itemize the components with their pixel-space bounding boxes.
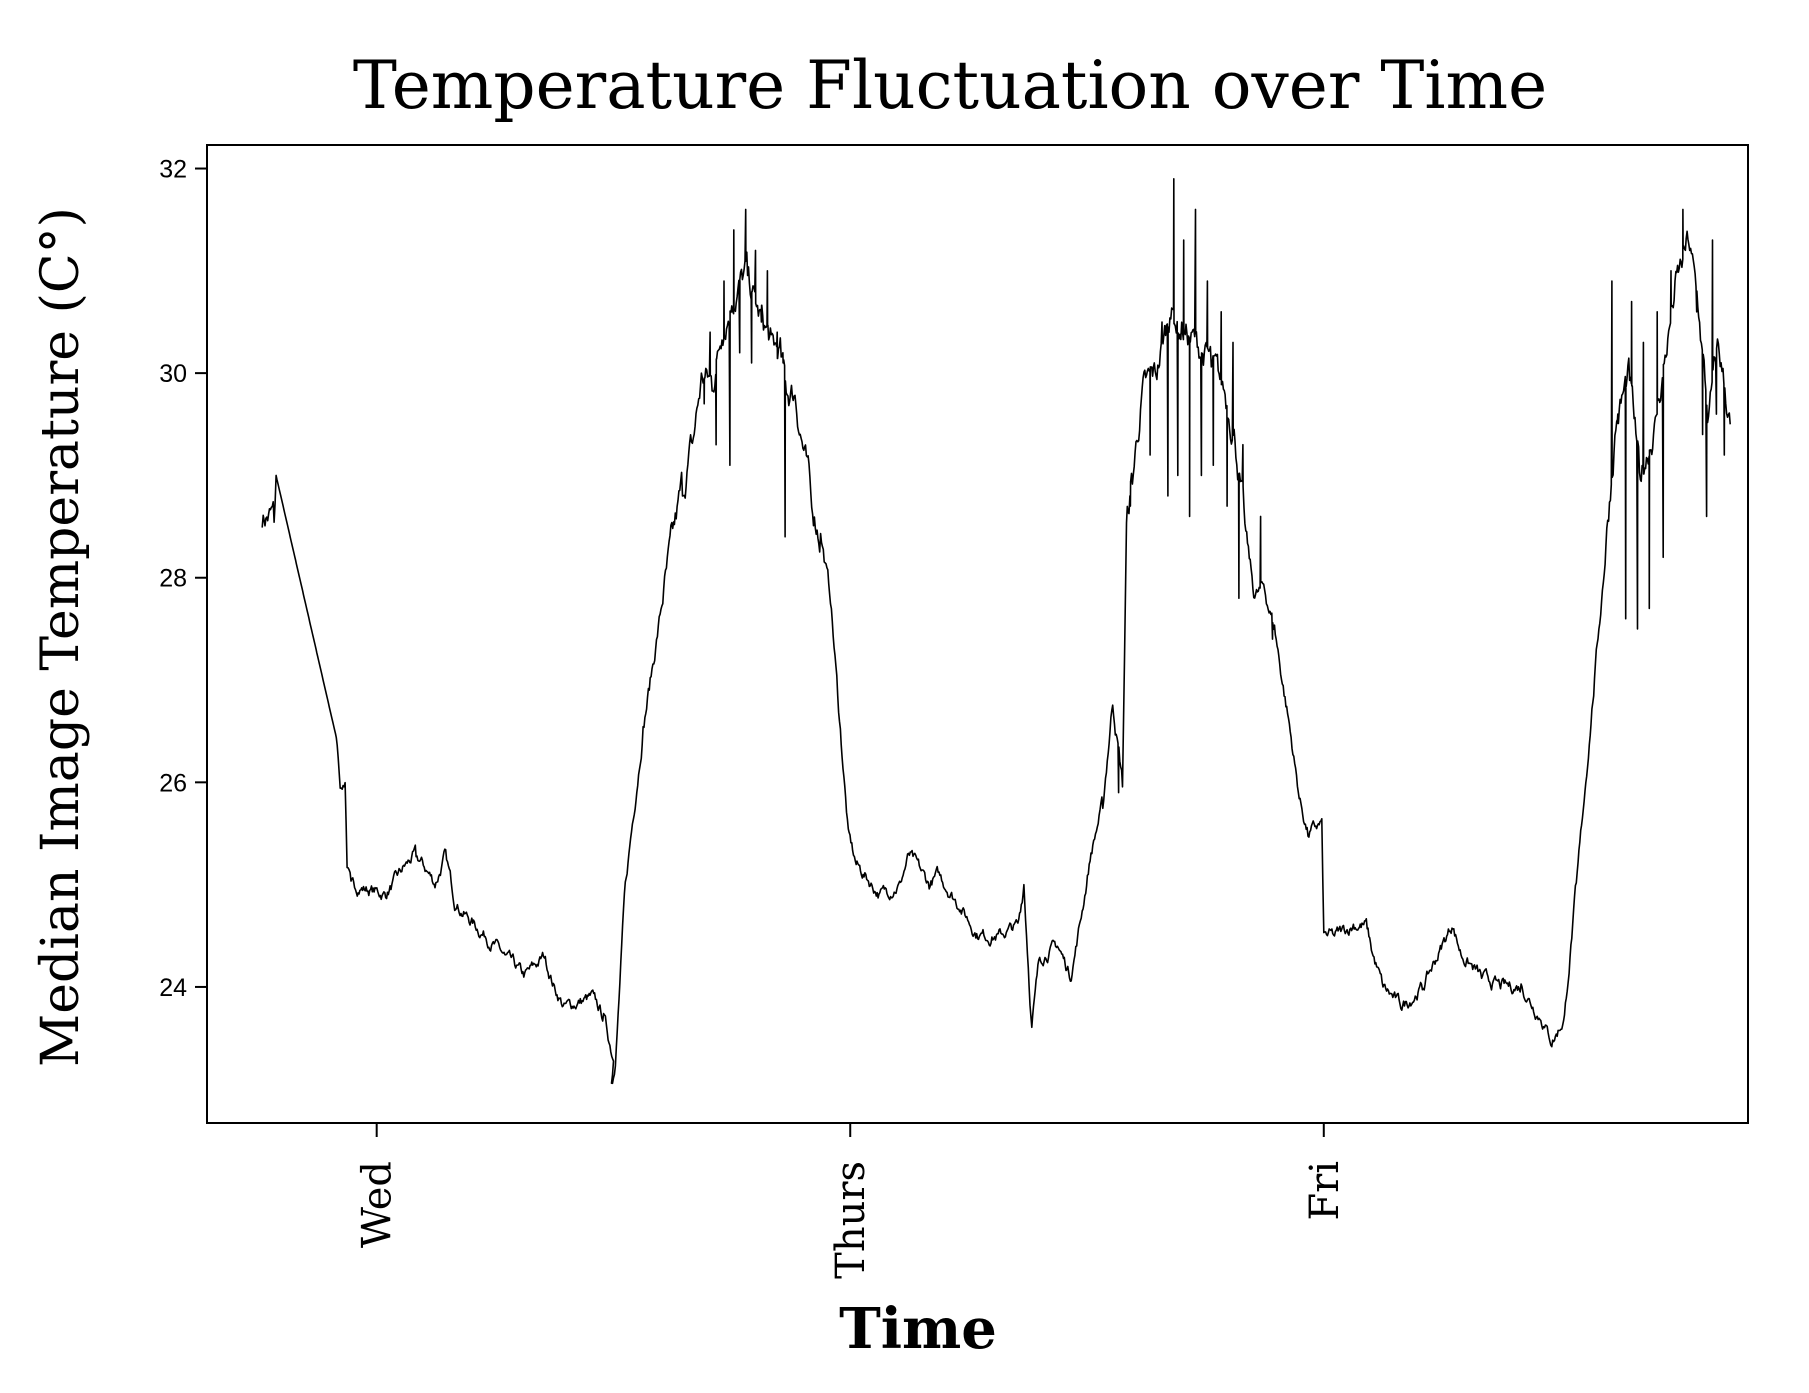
x-axis-title: Time bbox=[839, 1296, 997, 1362]
x-tick-label: Thurs bbox=[828, 1161, 874, 1279]
y-axis-title: Median Image Temperature (C°) bbox=[31, 207, 91, 1067]
temperature-series-group bbox=[261, 178, 1731, 1085]
y-tick-label: 28 bbox=[159, 565, 187, 593]
x-axis: Wed Thurs Fri bbox=[355, 1123, 1348, 1279]
y-tick-label: 30 bbox=[159, 360, 187, 388]
temperature-series-line bbox=[261, 178, 1731, 1085]
x-tick-label: Wed bbox=[355, 1161, 401, 1248]
chart-title: Temperature Fluctuation over Time bbox=[353, 47, 1547, 124]
y-axis: 24 26 28 30 32 bbox=[159, 156, 207, 1002]
x-tick-label: Fri bbox=[1302, 1161, 1348, 1221]
y-tick-label: 26 bbox=[159, 769, 187, 797]
y-tick-label: 32 bbox=[159, 156, 187, 184]
y-tick-label: 24 bbox=[159, 974, 187, 1002]
plot-frame bbox=[206, 144, 1749, 1124]
